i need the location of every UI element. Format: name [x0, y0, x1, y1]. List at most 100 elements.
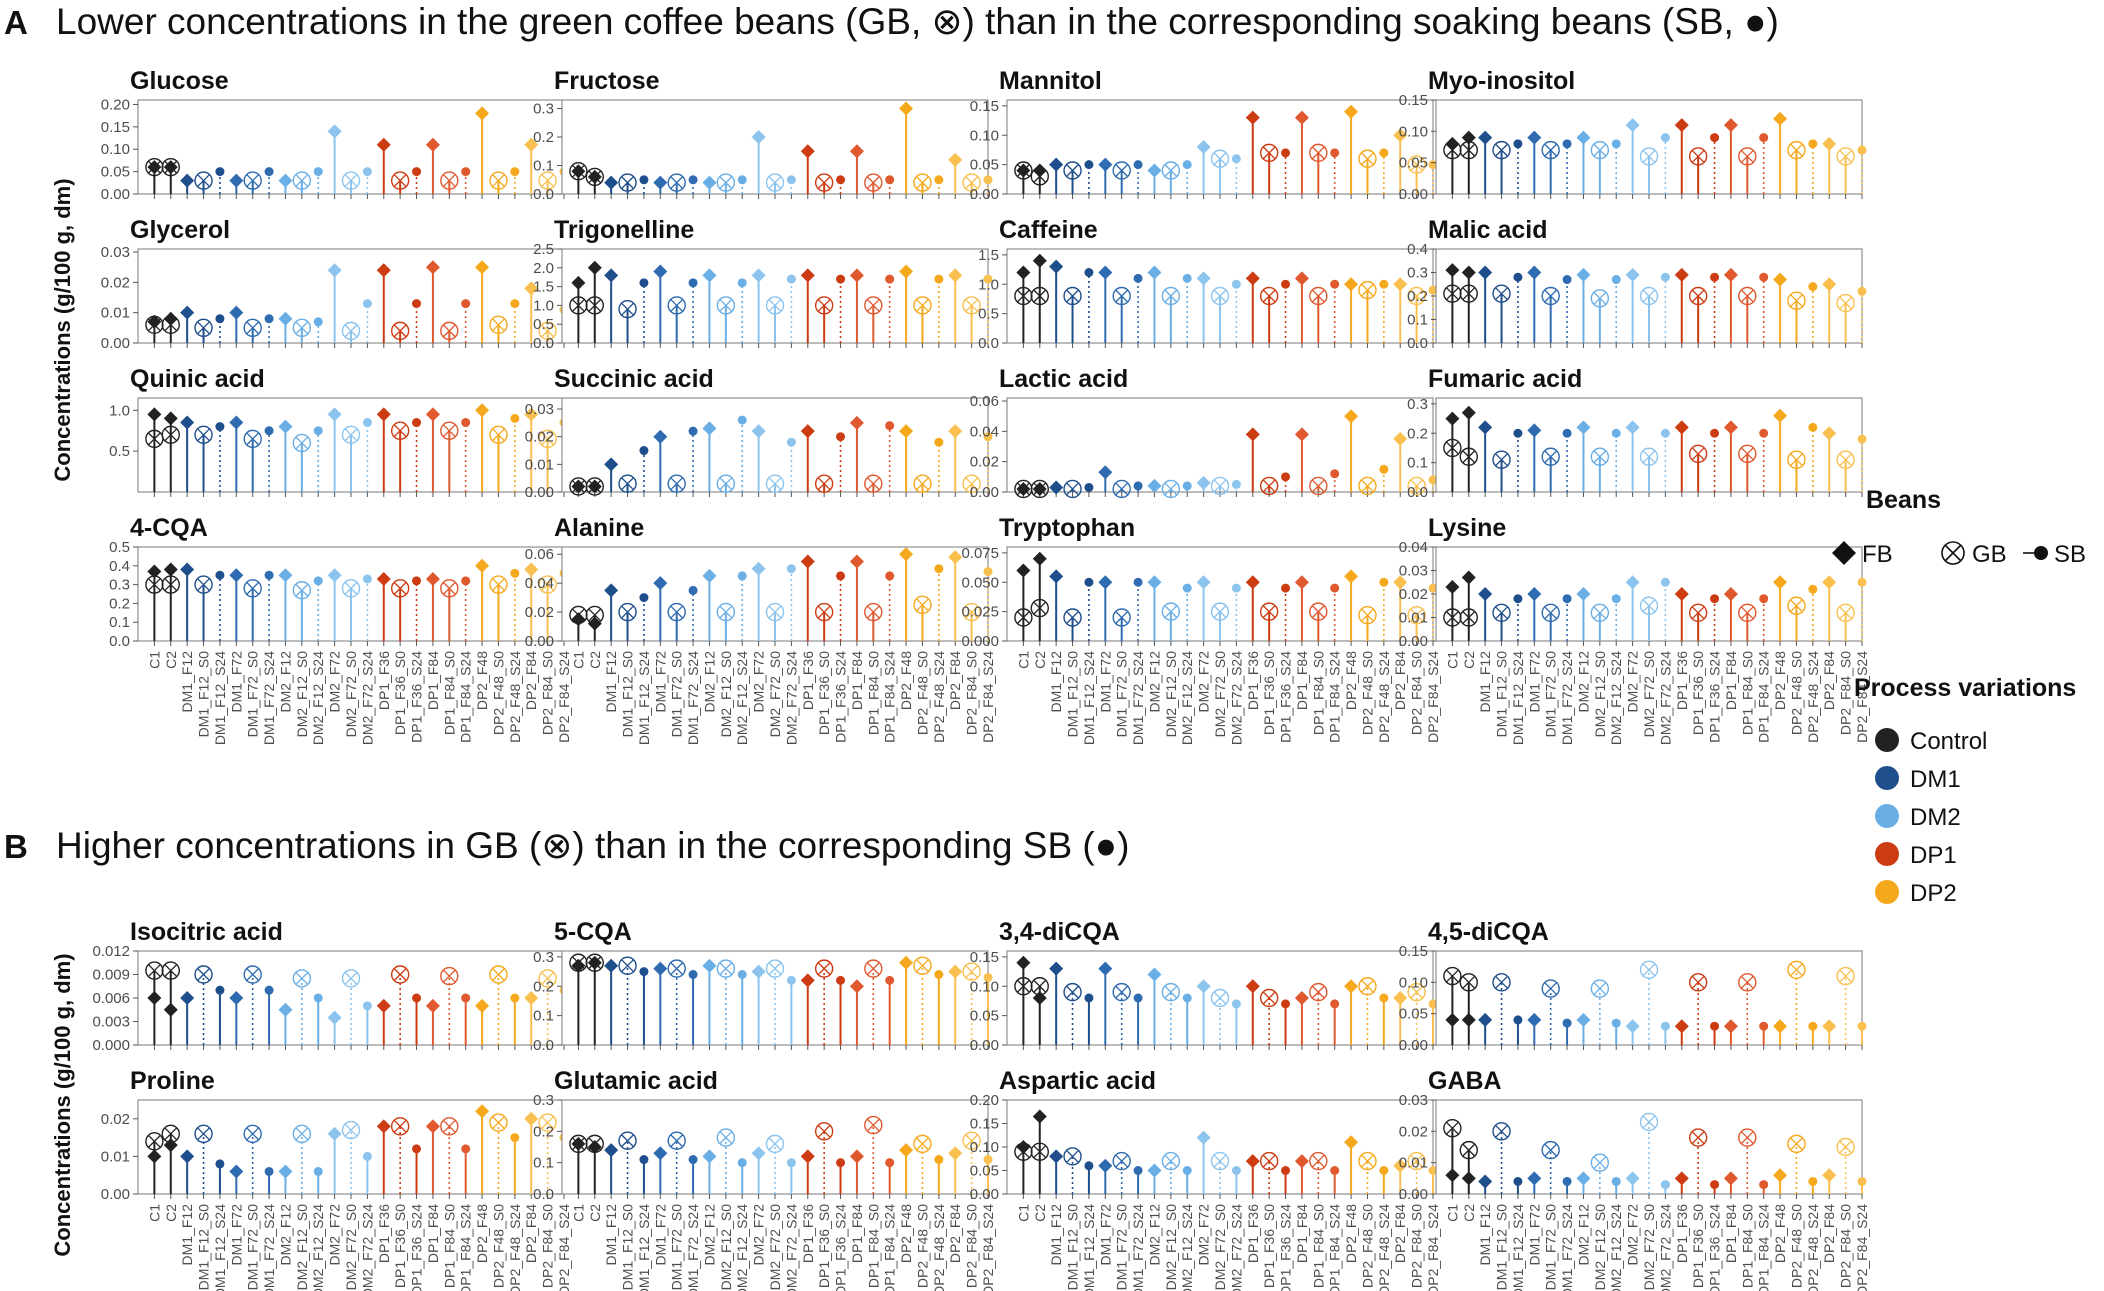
fb-point: [1196, 575, 1211, 590]
legend-process-title: Process variations: [1854, 674, 2076, 702]
gb-point-cross: [295, 174, 309, 188]
x-tick-label: DP1_F36_S24: [1278, 1204, 1294, 1291]
fb-point: [1445, 579, 1460, 594]
swatch-icon: [1875, 728, 1899, 752]
fb-point: [425, 137, 440, 152]
gb-point-cross: [965, 298, 979, 312]
fb-point: [229, 568, 244, 583]
y-tick-label: 0.00: [1399, 1037, 1428, 1054]
gb-point-cross: [621, 1134, 634, 1148]
fb-point: [425, 1119, 440, 1134]
x-tick-label: DP1_F84_S0: [441, 1204, 457, 1288]
y-tick-label: 0.5: [978, 306, 999, 323]
sb-point: [1428, 285, 1438, 295]
y-tick-label: 0.0: [533, 335, 554, 352]
gb-point: [1161, 982, 1181, 1002]
fb-point: [751, 561, 766, 576]
gb-point: [1639, 447, 1659, 466]
fb-point: [180, 305, 195, 320]
sb-point: [1759, 594, 1769, 604]
fb-point: [1674, 420, 1689, 435]
gb-point-cross: [1164, 605, 1178, 619]
sb-point: [264, 1166, 274, 1176]
y-tick-label: 0.0: [978, 335, 999, 352]
gb-point-cross: [1361, 152, 1374, 166]
x-tick-label: DM1_F12_S0: [620, 651, 636, 738]
sb-point: [1759, 1021, 1769, 1031]
fb-point: [1527, 1012, 1542, 1027]
gb-point: [1787, 450, 1806, 469]
fb-point: [1245, 110, 1260, 125]
gb-point: [814, 1122, 834, 1141]
fb-point: [1445, 136, 1460, 151]
x-tick-label: DP2_F48_S24: [1376, 1204, 1392, 1291]
gb-point-cross: [670, 605, 684, 619]
fb-point: [702, 1149, 717, 1164]
fb-point: [278, 1002, 293, 1017]
y-tick-label: 0.00: [1399, 633, 1428, 650]
sb-point: [836, 175, 846, 185]
sb-point: [1710, 133, 1720, 143]
fb-point: [587, 479, 602, 494]
gb-point-cross: [1213, 605, 1227, 619]
gb-point: [618, 956, 637, 975]
gb-point-cross: [1462, 287, 1476, 301]
gb-point-cross: [768, 176, 782, 190]
panel-title: Lactic acid: [999, 365, 1128, 393]
fb-point: [1016, 481, 1031, 496]
gb-point-cross: [621, 302, 634, 316]
x-tick-label: DM1_F72: [228, 1204, 244, 1266]
x-tick-label: DP1_F36_S24: [1278, 651, 1294, 743]
gb-point: [161, 961, 180, 980]
fb-point: [1196, 140, 1211, 154]
gb-point: [1112, 161, 1131, 180]
fb-point: [229, 305, 244, 320]
gb-point: [1492, 603, 1511, 622]
section-b-title: Higher concentrations in GB (⊗) than in …: [56, 825, 1129, 866]
sb-point: [1231, 583, 1241, 593]
sb-point: [1857, 286, 1867, 296]
gb-point-cross: [621, 477, 634, 491]
gb-point: [489, 171, 508, 190]
x-tick-label: DP1_F36_S0: [392, 1204, 408, 1288]
gb-point-cross: [1033, 601, 1047, 615]
fb-point: [571, 612, 586, 627]
fb-point: [229, 173, 244, 188]
fb-point: [1625, 267, 1640, 282]
gb-point-cross: [1642, 289, 1656, 303]
gb-point: [1836, 293, 1855, 313]
panel-caffeine: Caffeine 0.0 0.5 1.0 1.5: [978, 216, 1438, 352]
panel-title: Proline: [130, 1067, 215, 1095]
x-tick-label: DP2_F48_S0: [1788, 1204, 1804, 1288]
gb-point: [1541, 140, 1560, 160]
gb-point-cross: [442, 424, 456, 438]
fb-point: [376, 1119, 391, 1134]
x-tick-label: DP2_F84_S0: [1838, 651, 1854, 735]
sb-point: [1611, 594, 1621, 604]
gb-point-cross: [866, 298, 880, 312]
gb-point: [538, 321, 557, 341]
dot-icon: [2034, 546, 2048, 560]
fb-point: [1245, 427, 1260, 442]
gb-point-cross: [1115, 611, 1129, 624]
fb-point: [278, 311, 293, 326]
gb-point-cross: [719, 605, 733, 619]
section-b-letter: B: [4, 828, 28, 865]
panel-5-cqa: 5-CQA 0.0 0.1 0.2 0.3: [533, 918, 993, 1054]
fb-point: [1527, 265, 1542, 280]
x-tick-label: DM2_F72: [751, 651, 767, 713]
y-tick-label: 0.02: [970, 454, 999, 471]
fb-point: [899, 547, 914, 562]
panel-quinic-acid: Quinic acid 0.5 1.0: [109, 365, 569, 497]
gb-point: [1210, 1151, 1230, 1171]
gb-point-cross: [246, 581, 260, 595]
fb-point: [1822, 575, 1837, 590]
x-tick-label: DM1_F12_S24: [636, 1204, 652, 1291]
gb-point: [1787, 960, 1806, 979]
x-tick-label: C1: [146, 1204, 162, 1222]
gb-point: [1259, 476, 1279, 496]
fb-point: [1723, 587, 1738, 601]
fb-point: [475, 106, 490, 121]
sb-point: [688, 1155, 698, 1165]
